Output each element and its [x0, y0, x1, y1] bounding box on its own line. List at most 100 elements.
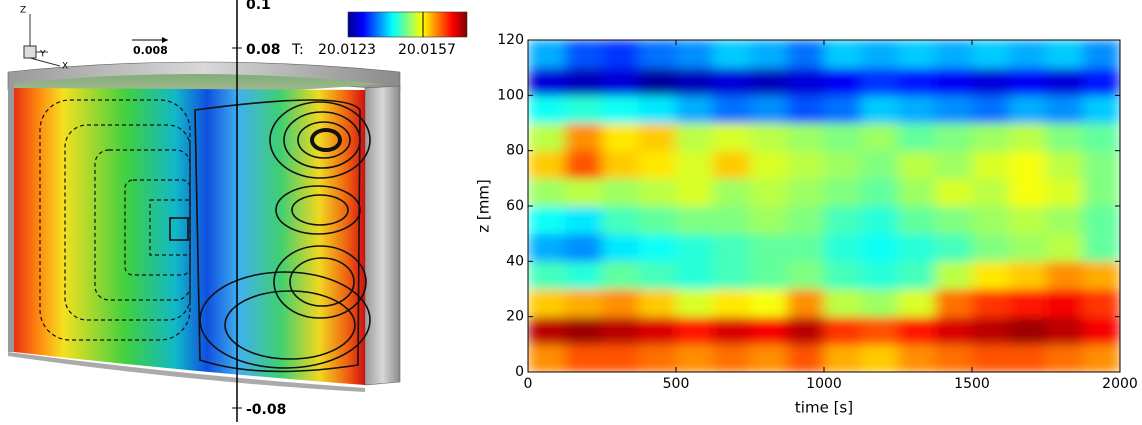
heatmap-cell: [713, 95, 751, 124]
heatmap-cell: [1009, 123, 1047, 152]
heatmap-cell: [787, 233, 825, 262]
heatmap-cell: [602, 40, 640, 69]
heatmap-cell: [824, 233, 862, 262]
heatmap-cell: [602, 150, 640, 179]
y-axis-label: z [mm]: [475, 179, 493, 233]
heatmap-cell: [528, 261, 566, 290]
heatmap-cell: [972, 261, 1010, 290]
heatmap-cell: [787, 206, 825, 235]
heatmap-cell: [972, 206, 1010, 235]
heatmap-cell: [824, 344, 862, 372]
heatmap-cell: [972, 95, 1010, 124]
heatmap-cell: [898, 95, 936, 124]
heatmap-cell: [824, 123, 862, 152]
heatmap-cell: [1009, 150, 1047, 179]
heatmap-cell: [972, 67, 1010, 96]
heatmap-cell: [602, 316, 640, 345]
heatmap-cell: [935, 233, 973, 262]
heatmap-cell: [639, 40, 677, 69]
heatmap-cell: [676, 95, 714, 124]
heatmap-cell: [750, 123, 788, 152]
heatmap-cell: [565, 344, 603, 372]
axis-label: Y: [39, 50, 46, 60]
heatmap-cell: [528, 67, 566, 96]
heatmap-cell: [676, 344, 714, 372]
heatmap-cell: [824, 316, 862, 345]
heatmap-cell: [1083, 344, 1120, 372]
heatmap-cell: [639, 206, 677, 235]
y-tick-label: 100: [497, 87, 524, 103]
heatmap-cell: [1083, 178, 1120, 207]
heatmap-cell: [750, 40, 788, 69]
heatmap-cell: [1046, 261, 1084, 290]
heatmap-cell: [1083, 233, 1120, 262]
heatmap-cell: [861, 95, 899, 124]
x-tick-label: 1500: [954, 376, 990, 392]
heatmap-cell: [787, 67, 825, 96]
heatmap-cell: [1009, 178, 1047, 207]
x-tick-label: 500: [663, 376, 690, 392]
heatmap-cell: [750, 206, 788, 235]
heatmap-cell: [1083, 206, 1120, 235]
heatmap-cell: [787, 123, 825, 152]
heatmap-cell: [898, 289, 936, 318]
heatmap-cell: [639, 178, 677, 207]
heatmap-cell: [787, 178, 825, 207]
tick-label: 0.1: [246, 0, 271, 13]
heatmap-cell: [1083, 67, 1120, 96]
heatmap-cell: [824, 178, 862, 207]
flow-labels: Z Y X 0.008 0.1 0.08 -0.08 T: 20.0123 20…: [20, 0, 456, 418]
heatmap-cell: [565, 150, 603, 179]
heatmap-cell: [1009, 206, 1047, 235]
heatmap-cell: [935, 316, 973, 345]
heatmap-cell: [750, 67, 788, 96]
heatmap-cell: [676, 150, 714, 179]
heatmap-cell: [528, 178, 566, 207]
heatmap-cell: [602, 206, 640, 235]
heatmap-cell: [528, 289, 566, 318]
heatmap-cell: [676, 233, 714, 262]
heatmap-cell: [861, 150, 899, 179]
heatmap-cell: [824, 40, 862, 69]
heatmap-cell: [861, 344, 899, 372]
heatmap-cell: [602, 95, 640, 124]
heatmap-cell: [787, 40, 825, 69]
heatmap-cell: [639, 67, 677, 96]
heatmap-cell: [528, 40, 566, 69]
heatmap-cell: [713, 67, 751, 96]
heatmap-cell: [1009, 40, 1047, 69]
heatmap-cell: [935, 289, 973, 318]
heatmap-cell: [565, 289, 603, 318]
heatmap-cell: [1009, 95, 1047, 124]
heatmap-cell: [639, 316, 677, 345]
heatmap-cell: [1046, 40, 1084, 69]
heatmap-cell: [1046, 95, 1084, 124]
heatmap-cell: [787, 289, 825, 318]
heatmap-cell: [824, 95, 862, 124]
heatmap-cell: [639, 261, 677, 290]
heatmap-cell: [676, 316, 714, 345]
heatmap-cell: [602, 261, 640, 290]
heatmap-cell: [1009, 67, 1047, 96]
heatmap-cell: [935, 40, 973, 69]
heatmap-cell: [528, 150, 566, 179]
heatmap-cell: [824, 289, 862, 318]
heatmap-cell: [898, 178, 936, 207]
x-tick-label: 0: [524, 376, 533, 392]
heatmap-cell: [713, 289, 751, 318]
y-tick-label: 120: [497, 32, 524, 48]
colorbar-label: T:: [291, 42, 304, 58]
heatmap-cell: [972, 316, 1010, 345]
heatmap-cell: [750, 289, 788, 318]
heatmap-cell: [861, 206, 899, 235]
y-tick-label: 40: [506, 253, 524, 269]
heatmap-cell: [935, 178, 973, 207]
heatmap-cell: [639, 289, 677, 318]
heatmap-cell: [935, 123, 973, 152]
heatmap-cell: [1046, 344, 1084, 372]
heatmap-cell: [898, 40, 936, 69]
heatmap-cell: [528, 206, 566, 235]
heatmap-cell: [972, 123, 1010, 152]
heatmap-cell: [1009, 316, 1047, 345]
heatmap-cell: [528, 233, 566, 262]
